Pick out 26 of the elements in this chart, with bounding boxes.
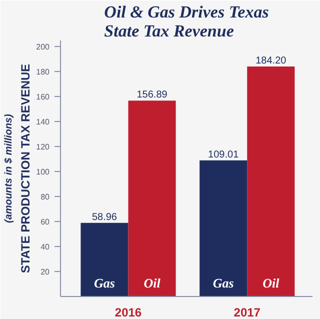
y-tick-label: 60 bbox=[40, 218, 50, 227]
y-tick-label: 160 bbox=[36, 92, 50, 102]
data-label: 184.20 bbox=[256, 55, 287, 66]
y-tick-label: 180 bbox=[36, 68, 50, 77]
y-tick-label: 80 bbox=[40, 192, 50, 202]
series-label: Oil bbox=[144, 276, 161, 290]
y-axis-title: STATE PRODUCTION TAX REVENUE (amounts in $ millions) bbox=[4, 64, 32, 274]
x-tick-label: 2017 bbox=[234, 306, 261, 319]
y-tick-label: 100 bbox=[36, 168, 50, 177]
y-tick-label: 120 bbox=[36, 142, 50, 152]
y-tick-label: 40 bbox=[40, 242, 50, 252]
bar bbox=[247, 66, 295, 296]
bar bbox=[128, 100, 176, 296]
data-label: 156.89 bbox=[136, 90, 168, 101]
x-tick-label: 2016 bbox=[114, 306, 142, 319]
bar bbox=[200, 160, 248, 296]
data-label: 58.96 bbox=[92, 212, 118, 223]
data-label: 109.01 bbox=[208, 149, 240, 160]
y-tick-label: 200 bbox=[36, 42, 50, 52]
series-label: Gas bbox=[94, 276, 115, 290]
text: Oil bbox=[262, 276, 280, 290]
y-tick-label: 20 bbox=[40, 268, 50, 277]
chart-title: Oil & Gas Drives Texas State Tax Revenue bbox=[104, 2, 270, 40]
bar bbox=[80, 222, 128, 296]
y-tick-label: 140 bbox=[36, 118, 50, 127]
text: Gas bbox=[212, 276, 234, 290]
